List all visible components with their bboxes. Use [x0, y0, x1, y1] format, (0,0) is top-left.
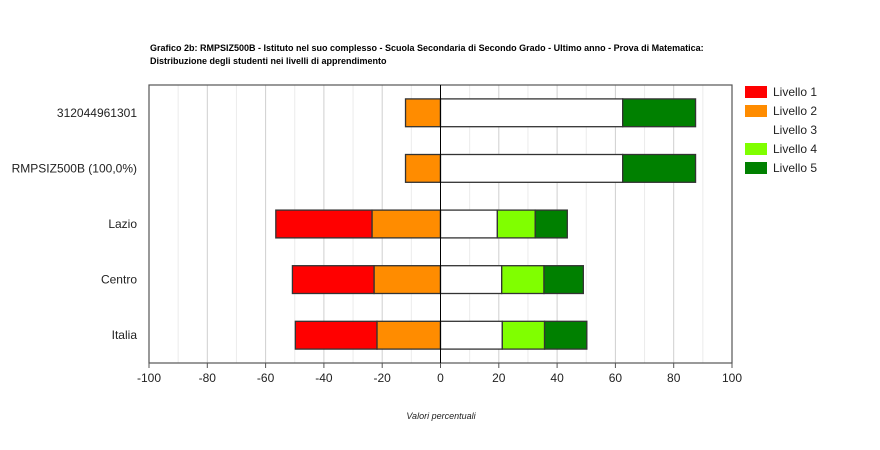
x-tick-label: 20: [492, 371, 506, 385]
x-axis-ticks: -100 -80 -60 -40 -20 0 20 40 60 80 100: [137, 363, 742, 385]
chart-title-line-2: Distribuzione degli studenti nei livelli…: [150, 56, 387, 66]
bar-livello-5: [543, 320, 588, 350]
x-tick-label: -100: [137, 371, 161, 385]
legend-label-livello-1: Livello 1: [773, 85, 817, 99]
bar-livello-4: [501, 265, 545, 295]
legend-label-livello-3: Livello 3: [773, 123, 817, 137]
legend-swatch-livello-5: [745, 162, 767, 174]
x-tick-label: 60: [609, 371, 623, 385]
legend-swatch-livello-3: [745, 124, 767, 136]
chart-title-line-1: Grafico 2b: RMPSIZ500B - Istituto nel su…: [150, 43, 704, 53]
x-axis-label: Valori percentuali: [406, 411, 476, 421]
legend-swatch-livello-4: [745, 143, 767, 155]
bar-livello-2: [404, 98, 442, 128]
bar-livello-2: [404, 153, 442, 183]
category-label: 312044961301: [57, 106, 137, 120]
x-tick-label: -20: [374, 371, 392, 385]
bar-livello-1: [275, 209, 373, 239]
bar-livello-4: [501, 320, 546, 350]
category-label: Centro: [101, 273, 137, 287]
category-labels: 312044961301 RMPSIZ500B (100,0%) Lazio Cent…: [12, 106, 138, 342]
bar-livello-2: [371, 209, 442, 239]
bar-livello-1: [294, 320, 378, 350]
legend-label-livello-5: Livello 5: [773, 161, 817, 175]
x-tick-label: -40: [315, 371, 333, 385]
bar-livello-2: [376, 320, 442, 350]
bar-livello-3: [439, 265, 503, 295]
legend-swatch-livello-1: [745, 86, 767, 98]
bar-livello-5: [622, 153, 697, 183]
bar-livello-3: [439, 153, 624, 183]
bar-livello-1: [291, 265, 375, 295]
category-label: Italia: [112, 328, 138, 342]
x-tick-label: -60: [257, 371, 275, 385]
bar-livello-3: [439, 98, 624, 128]
bar-livello-3: [439, 320, 503, 350]
legend-swatch-livello-2: [745, 105, 767, 117]
category-label: RMPSIZ500B (100,0%): [12, 161, 137, 175]
x-tick-label: 100: [722, 371, 742, 385]
bar-livello-3: [439, 209, 498, 239]
x-tick-label: 80: [667, 371, 681, 385]
bar-livello-2: [373, 265, 442, 295]
bars: [275, 98, 697, 350]
bar-livello-5: [622, 98, 697, 128]
bar-livello-4: [496, 209, 536, 239]
x-tick-label: -80: [199, 371, 217, 385]
legend-label-livello-2: Livello 2: [773, 104, 817, 118]
x-tick-label: 0: [437, 371, 444, 385]
bar-livello-5: [534, 209, 568, 239]
category-label: Lazio: [108, 217, 137, 231]
bar-livello-5: [543, 265, 584, 295]
x-tick-label: 40: [550, 371, 564, 385]
legend: Livello 1 Livello 2 Livello 3 Livello 4 Live…: [745, 85, 817, 175]
legend-label-livello-4: Livello 4: [773, 142, 817, 156]
